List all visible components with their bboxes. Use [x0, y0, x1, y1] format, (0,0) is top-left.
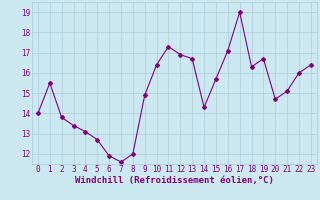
X-axis label: Windchill (Refroidissement éolien,°C): Windchill (Refroidissement éolien,°C): [75, 176, 274, 185]
